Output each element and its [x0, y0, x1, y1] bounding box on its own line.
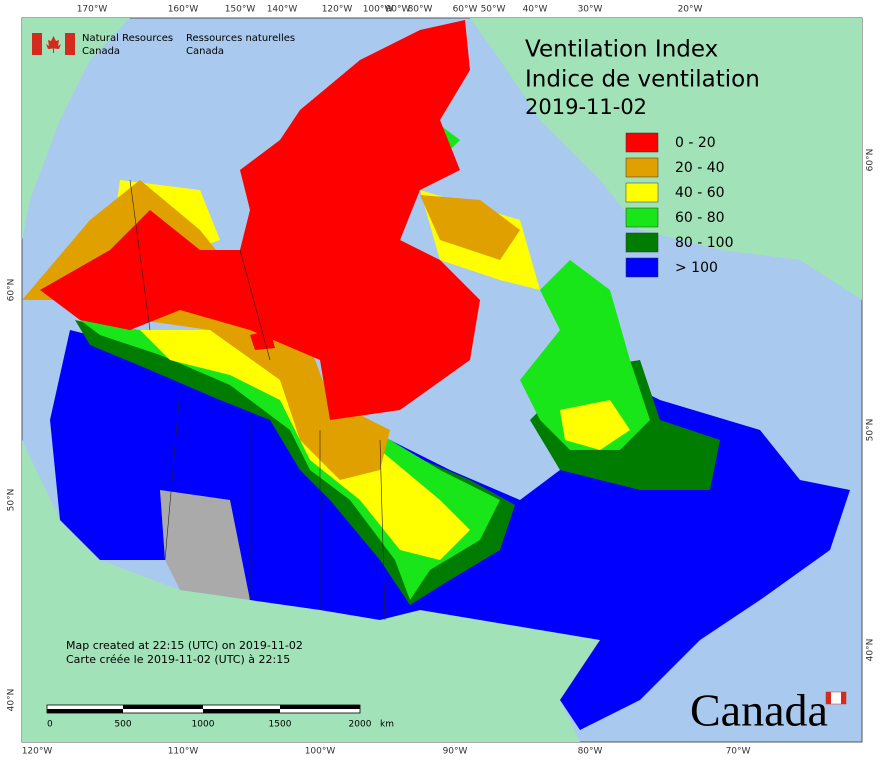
scale-label: 1000 — [192, 720, 215, 730]
graticule-label: 170°W — [77, 5, 108, 15]
usa-land — [22, 440, 600, 742]
flag-bar — [65, 33, 75, 55]
wordmark-group: Canada — [690, 685, 847, 736]
scale-label: 1500 — [269, 720, 292, 730]
agency-fr: Ressources naturelles — [186, 33, 295, 44]
graticule-label: 110°W — [168, 747, 199, 757]
flag-bar — [826, 692, 831, 704]
alaska-land — [22, 18, 130, 240]
legend-label: 80 - 100 — [675, 235, 734, 251]
graticule-label: 120°W — [322, 5, 353, 15]
title: Indice de ventilation — [525, 67, 760, 93]
scale-label: 2000 — [349, 720, 372, 730]
index-zone — [40, 20, 480, 420]
legend-label: > 100 — [675, 260, 718, 276]
index-zone — [520, 260, 650, 450]
greenland — [470, 18, 862, 300]
graticule-label: 150°W — [225, 5, 256, 15]
graticule-label: 60°N — [7, 279, 17, 302]
maple-leaf — [46, 36, 61, 53]
legend-label: 40 - 60 — [675, 185, 725, 201]
agency-fr: Canada — [186, 46, 224, 57]
title: Ventilation Index — [525, 37, 718, 63]
graticule-label: 80°W — [578, 747, 603, 757]
credit: Map created at 22:15 (UTC) on 2019-11-02 — [66, 639, 303, 652]
graticule-label: 100°W — [305, 747, 336, 757]
agency-en: Canada — [82, 46, 120, 57]
graticule-label: 90°W — [443, 747, 468, 757]
graticule-label: 50°N — [866, 419, 876, 442]
index-zone — [560, 400, 630, 450]
agency-en: Natural Resources — [82, 33, 173, 44]
header-logo: Natural Resources Canada Ressources natu… — [32, 33, 295, 57]
border-line — [164, 389, 181, 561]
index-zone — [250, 330, 275, 350]
graticule-label: 160°W — [168, 5, 199, 15]
flag-bar — [32, 33, 42, 55]
legend-swatch — [625, 257, 659, 278]
graticule-label: 40°W — [523, 5, 548, 15]
scale-bar: 0 500 1000 1500 2000 km — [46, 704, 394, 730]
credit: Carte créée le 2019-11-02 (UTC) à 22:15 — [66, 653, 290, 666]
scale-segment — [123, 705, 203, 709]
scale-unit: km — [380, 720, 394, 730]
legend-label: 60 - 80 — [675, 210, 725, 226]
graticule-label: 20°W — [678, 5, 703, 15]
graticule-label: 60°W — [453, 5, 478, 15]
land-layer — [22, 18, 862, 742]
wordmark: Canada — [690, 685, 828, 736]
scale-segment — [280, 705, 360, 709]
title-date: 2019-11-02 — [525, 95, 647, 119]
graticule-label: 60°N — [866, 149, 876, 172]
index-zone — [420, 195, 520, 260]
graticule-label: 40°N — [7, 689, 17, 712]
graticule-label: 50°W — [481, 5, 506, 15]
flag-bar — [841, 692, 846, 704]
index-zones — [22, 20, 850, 730]
legend-swatch — [625, 232, 659, 253]
scale-segment — [203, 709, 280, 713]
scale-label: 0 — [47, 720, 53, 730]
graticule-label: 100°W — [363, 5, 394, 15]
legend: 0 - 20 20 - 40 40 - 60 60 - 80 80 - 100 > 100 — [625, 132, 734, 278]
border-line — [239, 249, 271, 361]
legend-swatch — [625, 157, 659, 178]
graticule-label: 90°W — [386, 5, 411, 15]
legend-label: 20 - 40 — [675, 160, 725, 176]
graticule-label: 70°W — [726, 747, 751, 757]
legend-swatch — [625, 182, 659, 203]
graticule-label: 120°W — [22, 747, 53, 757]
border-line — [379, 439, 386, 621]
border-line — [129, 179, 151, 331]
scale-segment — [47, 709, 123, 713]
legend-label: 0 - 20 — [675, 135, 716, 151]
graticule-label: 80°W — [408, 5, 433, 15]
no-data-area — [160, 490, 250, 600]
scale-label: 500 — [114, 720, 131, 730]
legend-swatch — [625, 207, 659, 228]
graticule-label: 40°N — [866, 639, 876, 662]
graticule-label: 140°W — [267, 5, 298, 15]
graticule-labels: 170°W 160°W 150°W 140°W 120°W 100°W90°W80°W 60… — [7, 5, 876, 757]
graticule-label: 30°W — [578, 5, 603, 15]
legend-swatch — [625, 132, 659, 153]
graticule-label: 50°N — [7, 489, 17, 512]
